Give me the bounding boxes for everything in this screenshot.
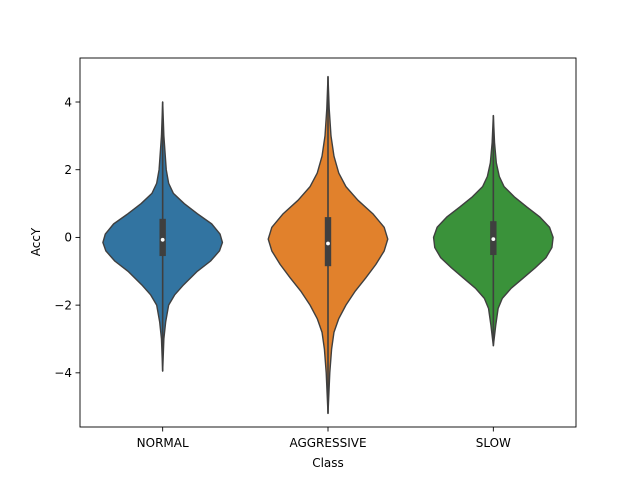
y-tick-label: −4 xyxy=(54,366,72,380)
y-tick-label: 4 xyxy=(64,95,72,109)
x-tick-label: SLOW xyxy=(476,436,511,450)
violin-aggressive xyxy=(267,75,389,415)
x-tick-label: AGGRESSIVE xyxy=(289,436,366,450)
violin-layer xyxy=(102,75,554,415)
x-axis-label: Class xyxy=(312,456,344,470)
y-axis: −4 −2 0 2 4 xyxy=(54,95,80,380)
median-marker xyxy=(160,237,165,242)
median-marker xyxy=(326,241,330,246)
violin-normal xyxy=(102,101,224,372)
y-tick-label: 0 xyxy=(64,231,72,245)
median-marker xyxy=(491,237,496,242)
x-tick-label: NORMAL xyxy=(137,436,189,450)
y-tick-label: −2 xyxy=(54,298,72,312)
x-axis: NORMAL AGGRESSIVE SLOW xyxy=(137,427,511,450)
y-axis-label: AccY xyxy=(29,227,43,256)
iqr-box xyxy=(159,218,166,257)
violin-slow xyxy=(432,114,554,347)
y-tick-label: 2 xyxy=(64,163,72,177)
